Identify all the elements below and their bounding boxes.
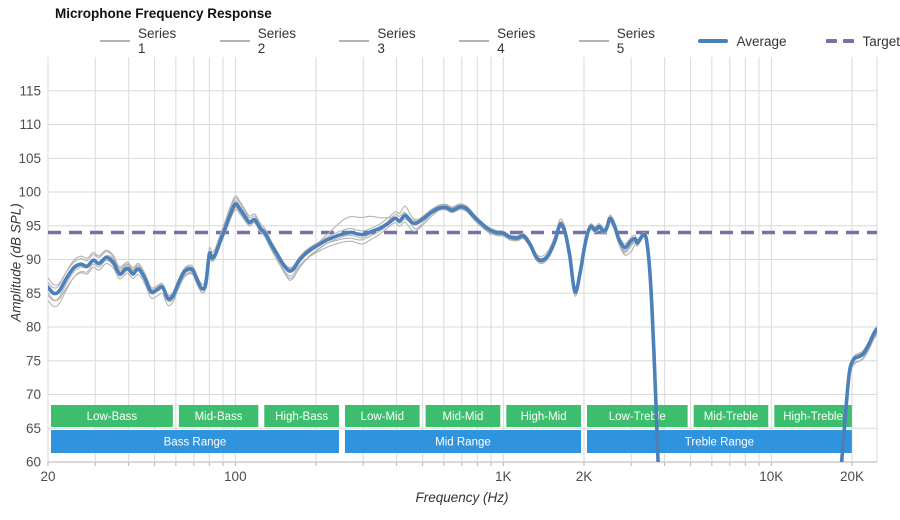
- band-low-bass: [51, 405, 173, 427]
- x-tick-label: 1K: [495, 469, 512, 484]
- legend-label: Series 4: [497, 26, 536, 56]
- band-label: Low-Mid: [361, 411, 404, 423]
- legend-item-series-5[interactable]: Series 5: [578, 26, 659, 56]
- legend-label: Target: [862, 33, 900, 49]
- y-tick-label: 75: [26, 353, 41, 368]
- band-mid-treble: [693, 405, 769, 427]
- x-tick-label: 2K: [576, 469, 593, 484]
- x-axis-label: Frequency (Hz): [415, 490, 509, 505]
- band-label: Low-Bass: [87, 411, 138, 423]
- legend-label: Series 3: [377, 26, 416, 56]
- band-label: Bass Range: [164, 437, 227, 449]
- series-line-swatch-icon: [459, 40, 490, 42]
- x-tick-label: 20K: [840, 469, 864, 484]
- average-line-swatch-icon: [698, 39, 729, 43]
- band-label: Mid-Mid: [443, 411, 484, 423]
- band-label: Low-Treble: [609, 411, 666, 423]
- legend-label: Average: [736, 33, 787, 49]
- band-high-bass: [264, 405, 339, 427]
- band-label: Mid-Bass: [195, 411, 243, 423]
- y-tick-label: 105: [18, 151, 41, 166]
- average-line: [48, 202, 877, 462]
- legend-item-series-2[interactable]: Series 2: [219, 26, 300, 56]
- y-tick-label: 65: [26, 421, 41, 436]
- band-high-treble: [774, 405, 852, 427]
- y-tick-label: 70: [26, 387, 41, 402]
- y-tick-label: 110: [19, 117, 41, 132]
- series-line-swatch-icon: [219, 40, 250, 42]
- band-label: Treble Range: [685, 437, 754, 449]
- x-tick-label: 20: [40, 469, 55, 484]
- curves-layer: [48, 195, 877, 462]
- legend-item-series-4[interactable]: Series 4: [459, 26, 539, 56]
- legend-item-average[interactable]: Average: [698, 34, 786, 49]
- x-tick-label: 10K: [759, 469, 783, 484]
- y-tick-label: 90: [26, 252, 41, 267]
- legend-item-series-1[interactable]: Series 1: [100, 26, 180, 56]
- legend-label: Series 1: [138, 26, 177, 56]
- band-mid-range: [344, 430, 581, 453]
- band-bass-range: [51, 430, 339, 453]
- y-tick-label: 95: [26, 218, 41, 233]
- y-axis-label: Amplitude (dB SPL): [8, 203, 24, 322]
- band-label: High-Mid: [521, 411, 567, 423]
- legend-item-target[interactable]: Target: [826, 34, 900, 49]
- band-label: High-Treble: [783, 411, 843, 423]
- band-label: High-Bass: [275, 411, 328, 423]
- legend-label: Series 2: [257, 26, 296, 56]
- legend-label: Series 5: [616, 26, 656, 56]
- band-high-mid: [506, 405, 581, 427]
- target-dash-swatch-icon: [826, 39, 855, 43]
- series-line-swatch-icon: [100, 40, 130, 42]
- band-mid-bass: [178, 405, 259, 427]
- band-treble-range: [586, 430, 852, 453]
- band-mid-mid: [425, 405, 501, 427]
- x-tick-label: 100: [224, 469, 247, 484]
- band-label: Mid Range: [435, 437, 491, 449]
- band-low-mid: [344, 405, 420, 427]
- chart-title: Microphone Frequency Response: [55, 6, 272, 21]
- y-tick-label: 80: [26, 320, 41, 335]
- y-tick-label: 115: [19, 83, 41, 98]
- y-tick-label: 100: [18, 185, 41, 200]
- legend-item-series-3[interactable]: Series 3: [339, 26, 419, 56]
- series-line-swatch-icon: [578, 40, 609, 42]
- y-tick-label: 60: [26, 455, 41, 470]
- y-tick-label: 85: [26, 286, 41, 301]
- chart-legend: Series 1 Series 2 Series 3 Series 4 Series 5…: [100, 26, 900, 56]
- band-low-treble: [586, 405, 688, 427]
- series-line-swatch-icon: [339, 40, 370, 42]
- band-label: Mid-Treble: [704, 411, 759, 423]
